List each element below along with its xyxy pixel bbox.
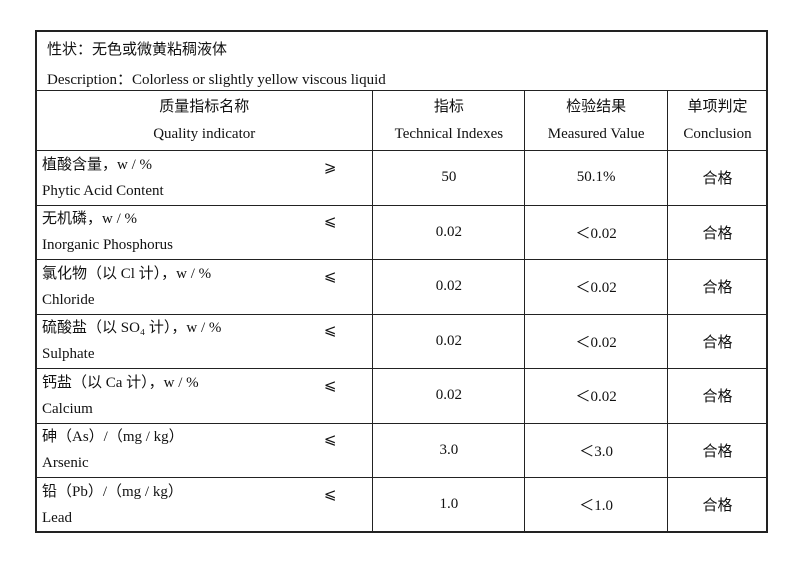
conclusion: 合格 (667, 259, 768, 315)
measured-value: ＜0.02 (524, 368, 669, 424)
indicator-cell: 铅（Pb）/（mg / kg） Lead ⩽ (34, 477, 374, 533)
comparison-symbol: ⩽ (323, 484, 337, 503)
header-cn: 检验结果 (566, 98, 627, 115)
comparison-symbol: ⩾ (323, 157, 337, 176)
header-en: Quality indicator (153, 125, 256, 142)
description-cn: 性状：无色或微黄粘稠液体 (47, 42, 228, 58)
table-row: 铅（Pb）/（mg / kg） Lead ⩽ 1.0 ＜1.0 合格 (34, 477, 768, 533)
table-row: 钙盐（以 Ca 计），w / % Calcium ⩽ 0.02 ＜0.02 合格 (34, 368, 768, 424)
indicator-en: Arsenic (42, 455, 89, 472)
indicator-cell: 无机磷，w / % Inorganic Phosphorus ⩽ (34, 204, 374, 260)
comparison-symbol: ⩽ (323, 321, 337, 340)
indicator-cn: 钙盐（以 Ca 计），w / % (42, 374, 199, 391)
indicator-cn: 硫酸盐（以 SO₄ 计），w / % (42, 320, 222, 337)
measured-value: ＜0.02 (524, 313, 669, 369)
description-en: Description：Colorless or slightly yellow… (47, 72, 386, 88)
technical-index: 3.0 (372, 422, 526, 478)
conclusion: 合格 (667, 313, 768, 369)
header-row: 质量指标名称 Quality indicator 指标 Technical Inde… (34, 90, 768, 151)
technical-index: 50 (372, 150, 526, 206)
conclusion: 合格 (667, 368, 768, 424)
table-row: 砷（As）/（mg / kg） Arsenic ⩽ 3.0 ＜3.0 合格 (34, 422, 768, 478)
indicator-en: Lead (42, 509, 72, 526)
comparison-symbol: ⩽ (323, 212, 337, 231)
technical-index: 1.0 (372, 477, 526, 533)
header-cn: 质量指标名称 (159, 98, 250, 115)
comparison-symbol: ⩽ (323, 430, 337, 449)
indicator-cell: 钙盐（以 Ca 计），w / % Calcium ⩽ (34, 368, 374, 424)
comparison-symbol: ⩽ (323, 266, 337, 285)
technical-index: 0.02 (372, 259, 526, 315)
indicator-cn: 植酸含量，w / % (42, 156, 152, 173)
header-en: Technical Indexes (394, 125, 504, 142)
header-quality-indicator: 质量指标名称 Quality indicator (34, 90, 374, 151)
header-measured-value: 检验结果 Measured Value (524, 90, 669, 151)
indicator-cell: 砷（As）/（mg / kg） Arsenic ⩽ (34, 422, 374, 478)
indicator-en: Chloride (42, 291, 95, 308)
header-en: Conclusion (683, 125, 752, 142)
indicator-cell: 氯化物（以 Cl 计），w / % Chloride ⩽ (34, 259, 374, 315)
header-cn: 指标 (433, 98, 464, 115)
indicator-cn: 砷（As）/（mg / kg） (42, 429, 184, 446)
measured-value: 50.1% (524, 150, 669, 206)
header-conclusion: 单项判定 Conclusion (667, 90, 768, 151)
header-cn: 单项判定 (687, 98, 748, 115)
table-row: 硫酸盐（以 SO₄ 计），w / % Sulphate ⩽ 0.02 ＜0.02… (34, 313, 768, 369)
table-row: 无机磷，w / % Inorganic Phosphorus ⩽ 0.02 ＜0… (34, 204, 768, 260)
measured-value: ＜0.02 (524, 204, 669, 260)
measured-value: ＜0.02 (524, 259, 669, 315)
conclusion: 合格 (667, 422, 768, 478)
technical-index: 0.02 (372, 204, 526, 260)
technical-index: 0.02 (372, 313, 526, 369)
indicator-cn: 氯化物（以 Cl 计），w / % (42, 265, 212, 282)
conclusion: 合格 (667, 477, 768, 533)
indicator-en: Phytic Acid Content (42, 182, 164, 199)
conclusion: 合格 (667, 204, 768, 260)
measured-value: ＜1.0 (524, 477, 669, 533)
table-row: 植酸含量，w / % Phytic Acid Content ⩾ 50 50.1… (34, 150, 768, 206)
indicator-cell: 植酸含量，w / % Phytic Acid Content ⩾ (34, 150, 374, 206)
indicator-cn: 无机磷，w / % (42, 211, 137, 228)
header-technical-indexes: 指标 Technical Indexes (372, 90, 526, 151)
indicator-cn: 铅（Pb）/（mg / kg） (42, 483, 183, 500)
technical-index: 0.02 (372, 368, 526, 424)
quality-table: 质量指标名称 Quality indicator 指标 Technical Inde… (34, 90, 768, 533)
spec-sheet: 性状：无色或微黄粘稠液体 Description：Colorless or sl… (34, 30, 768, 533)
conclusion: 合格 (667, 150, 768, 206)
table-row: 氯化物（以 Cl 计），w / % Chloride ⩽ 0.02 ＜0.02 … (34, 259, 768, 315)
measured-value: ＜3.0 (524, 422, 669, 478)
comparison-symbol: ⩽ (323, 375, 337, 394)
indicator-cell: 硫酸盐（以 SO₄ 计），w / % Sulphate ⩽ (34, 313, 374, 369)
indicator-en: Inorganic Phosphorus (42, 237, 173, 254)
header-en: Measured Value (547, 125, 645, 142)
indicator-en: Sulphate (42, 346, 95, 363)
indicator-en: Calcium (42, 400, 93, 417)
